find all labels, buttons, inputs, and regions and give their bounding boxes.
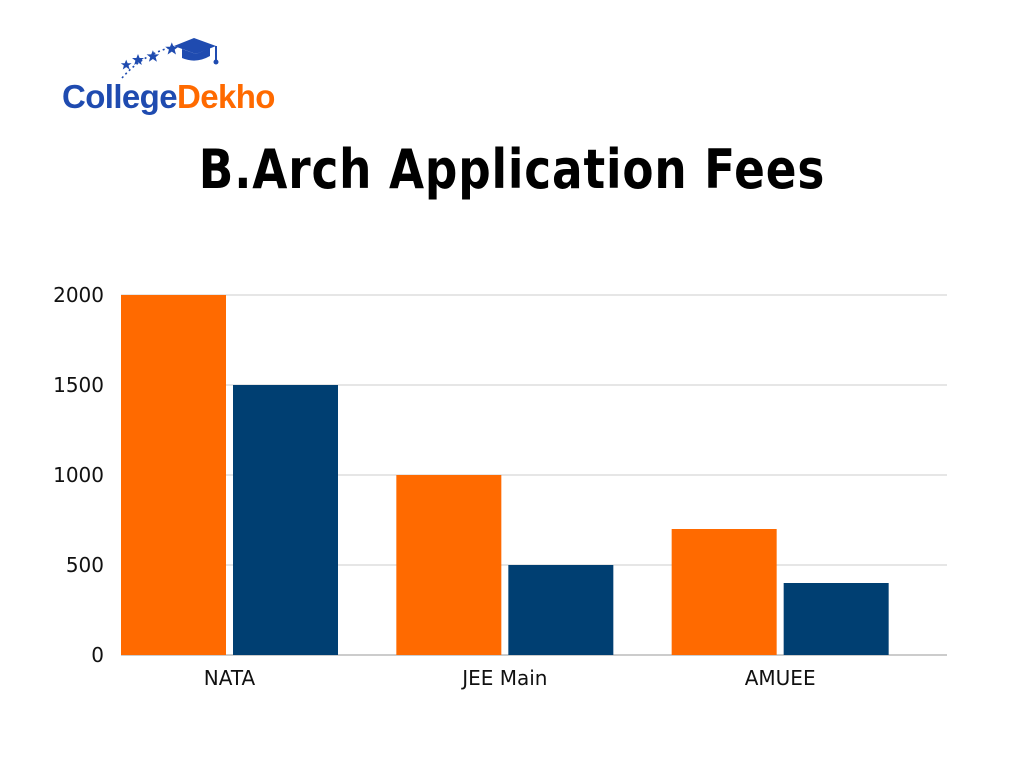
x-tick-label: JEE Main: [460, 666, 547, 690]
y-tick-label: 1500: [53, 373, 104, 397]
x-tick-label: NATA: [204, 666, 256, 690]
chart-title: B.Arch Application Fees: [198, 138, 826, 201]
bar: [396, 475, 502, 655]
logo-wordmark: CollegeDekho: [62, 78, 275, 116]
bar: [233, 385, 338, 655]
y-tick-label: 2000: [53, 283, 104, 307]
bar: [121, 295, 226, 655]
logo-text-college: College: [62, 78, 178, 115]
bar-chart: 0 500 1000 1500 2000 NATA JEE Main AMUEE: [53, 283, 947, 690]
y-tick-label: 500: [66, 553, 104, 577]
y-tick-label: 1000: [53, 463, 104, 487]
y-tick-label: 0: [91, 643, 104, 667]
collegedekho-logo: CollegeDekho: [58, 34, 298, 118]
x-tick-label: AMUEE: [745, 666, 816, 690]
bar: [508, 565, 614, 655]
graduation-cap-stars-icon: [120, 38, 219, 79]
bar: [671, 529, 777, 655]
bar: [783, 583, 889, 655]
logo-text-dekho: Dekho: [177, 78, 275, 115]
